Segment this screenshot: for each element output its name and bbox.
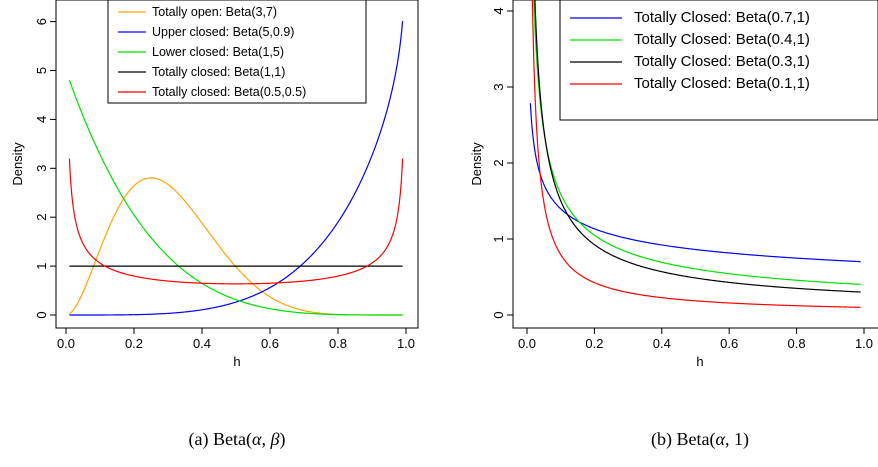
y-tick-label: 1	[491, 235, 506, 242]
y-tick-label: 0	[491, 311, 506, 318]
y-tick-label: 2	[34, 214, 49, 221]
y-tick-label: 3	[34, 165, 49, 172]
series-group-b	[529, 0, 861, 308]
x-axis-label-a: h	[233, 354, 240, 369]
plot-frame-b	[512, 0, 878, 329]
x-tick-label: 0.4	[193, 336, 211, 351]
y-axis-b: 0 1 2 3 4	[491, 7, 513, 319]
y-tick-label: 4	[34, 116, 49, 123]
plot-frame-a	[55, 0, 419, 329]
x-tick-label: 0.2	[585, 336, 603, 351]
legend-label: Totally Closed: Beta(0.1,1)	[634, 75, 810, 92]
x-axis-label-b: h	[696, 354, 703, 369]
legend-box-a	[107, 0, 367, 104]
x-tick-label: 1.0	[397, 336, 415, 351]
legend-a: Totally open: Beta(3,7) Upper closed: Bet…	[107, 0, 367, 104]
y-tick-label: 0	[34, 311, 49, 318]
y-tick-label: 2	[491, 159, 506, 166]
panel-b: 0 1 2 3 4 0.0 0.2 0.4 0.6 0.8 1.0 h Density Total…	[469, 0, 878, 450]
legend-label: Totally closed: Beta(0.5,0.5)	[152, 85, 306, 99]
x-tick-label: 0.6	[261, 336, 279, 351]
caption-b: (b) Beta(α, 1)	[651, 429, 749, 450]
panel-a: 0 1 2 3 4 5 6 0.0 0.2 0.4 0.6 0.8 1.0 h Density Tot…	[10, 0, 419, 450]
legend-label: Totally Closed: Beta(0.7,1)	[634, 9, 810, 26]
legend-label: Lower closed: Beta(1,5)	[152, 45, 284, 59]
legend-box-b	[559, 0, 878, 121]
y-tick-label: 5	[34, 67, 49, 74]
x-tick-label: 1.0	[855, 336, 873, 351]
legend-label: Totally Closed: Beta(0.4,1)	[634, 31, 810, 48]
x-tick-label: 0.2	[125, 336, 143, 351]
y-tick-label: 4	[491, 7, 506, 14]
caption-a: (a) Beta(α, β)	[189, 429, 286, 450]
y-axis-label-b: Density	[469, 142, 484, 186]
x-tick-label: 0.6	[720, 336, 738, 351]
legend-label: Upper closed: Beta(5,0.9)	[152, 25, 294, 39]
series-line	[69, 20, 404, 316]
x-tick-label: 0.8	[329, 336, 347, 351]
legend-label: Totally Closed: Beta(0.3,1)	[634, 53, 810, 70]
y-tick-label: 1	[34, 262, 49, 269]
series-group-a	[68, 20, 404, 316]
series-line	[534, 0, 861, 293]
x-tick-label: 0.0	[57, 336, 75, 351]
legend-b: Totally Closed: Beta(0.7,1) Totally Close…	[559, 0, 878, 121]
x-tick-label: 0.8	[788, 336, 806, 351]
x-axis-b: 0.0 0.2 0.4 0.6 0.8 1.0	[518, 328, 873, 351]
y-axis-label-a: Density	[10, 142, 25, 186]
legend-label: Totally closed: Beta(1,1)	[152, 65, 285, 79]
x-tick-label: 0.0	[518, 336, 536, 351]
y-tick-label: 3	[491, 83, 506, 90]
series-line	[533, 0, 861, 286]
series-line	[531, 0, 861, 308]
series-line	[529, 103, 861, 263]
series-line	[68, 79, 403, 316]
y-tick-label: 6	[34, 18, 49, 25]
legend-label: Totally open: Beta(3,7)	[152, 5, 277, 19]
x-tick-label: 0.4	[653, 336, 671, 351]
x-axis-a: 0.0 0.2 0.4 0.6 0.8 1.0	[57, 328, 415, 351]
y-axis-a: 0 1 2 3 4 5 6	[34, 18, 56, 319]
series-line	[68, 158, 404, 285]
